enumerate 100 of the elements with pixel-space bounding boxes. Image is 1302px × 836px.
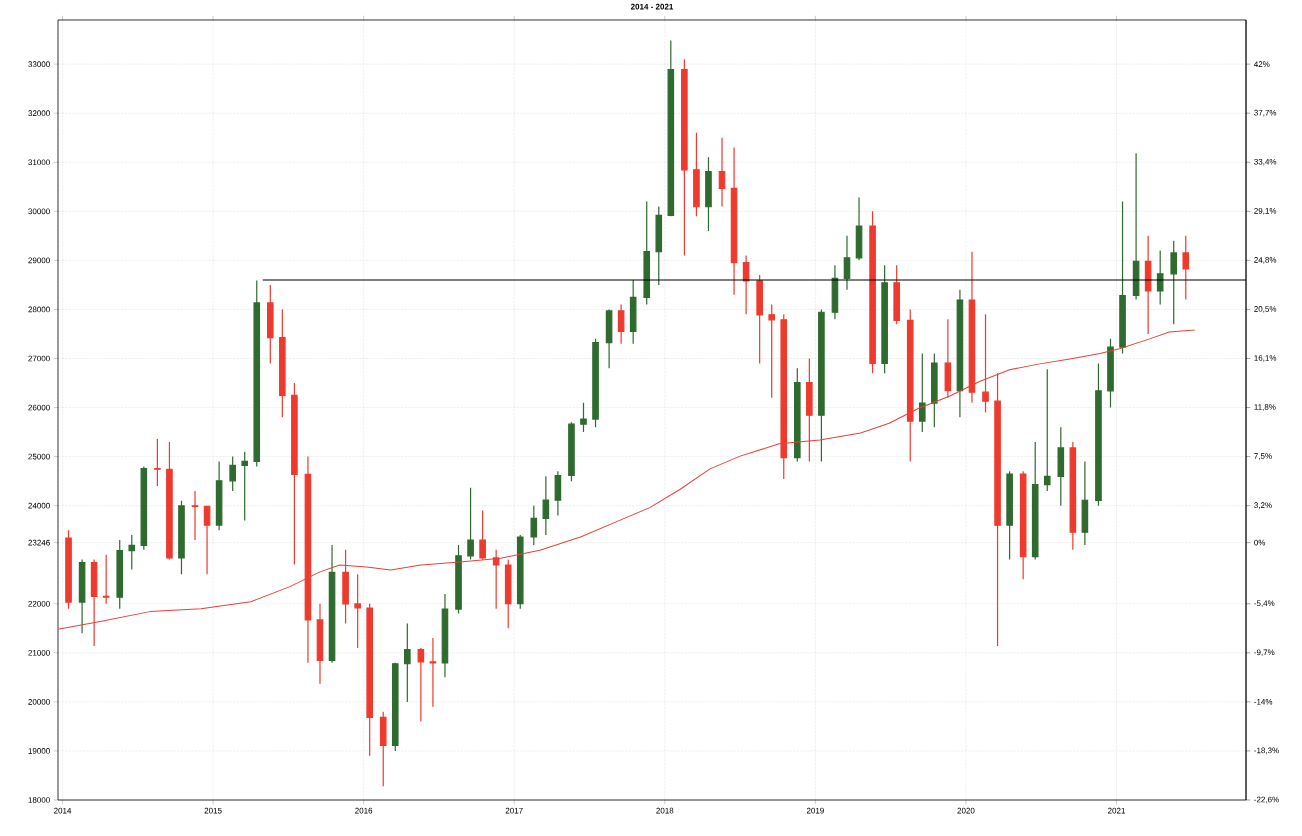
candlestick xyxy=(1182,235,1190,301)
candlestick xyxy=(629,279,637,345)
y2-tick-label: 20,5% xyxy=(1254,306,1277,313)
candlestick xyxy=(1132,152,1140,301)
y2-tick-label: 29,1% xyxy=(1254,208,1277,215)
candlestick xyxy=(178,500,185,575)
candlestick xyxy=(379,711,387,787)
candlestick xyxy=(617,303,625,345)
candlestick xyxy=(116,539,124,610)
candlestick xyxy=(492,549,500,610)
y-tick-label: 21000 xyxy=(28,650,50,656)
candlestick xyxy=(568,421,575,482)
candlestick xyxy=(253,279,261,468)
candlestick xyxy=(1107,338,1114,409)
candlestick xyxy=(291,382,298,566)
x-tick-label: 2014 xyxy=(54,807,72,814)
x-tick-label: 2020 xyxy=(957,807,975,814)
y2-tick-label: 7,5% xyxy=(1254,453,1272,460)
candlestick xyxy=(605,308,613,369)
candlestick xyxy=(78,559,86,634)
candlestick xyxy=(1057,426,1065,507)
candlestick xyxy=(404,622,411,703)
candlestick xyxy=(1043,368,1051,492)
candlestick xyxy=(154,438,161,487)
candlestick xyxy=(166,441,173,561)
candlestick xyxy=(542,475,550,536)
candlestick xyxy=(128,534,136,571)
y2-tick-label: 37,7% xyxy=(1254,109,1277,117)
candlestick xyxy=(1069,441,1077,551)
candlestick xyxy=(342,549,349,624)
candlestick xyxy=(956,289,964,418)
y-tick-label: 19000 xyxy=(28,748,50,754)
y-tick-label: 27000 xyxy=(28,355,50,362)
candlestick xyxy=(366,603,373,757)
x-tick-label: 2016 xyxy=(355,807,373,814)
x-tick-label: 2017 xyxy=(505,807,523,814)
candlestick xyxy=(504,559,512,629)
candlestick xyxy=(215,460,223,531)
x-tick-label: 2019 xyxy=(806,807,824,814)
candlestick xyxy=(667,39,675,217)
y-tick-label: 22000 xyxy=(28,600,50,607)
candlestick xyxy=(592,338,599,428)
y-tick-label: 18000 xyxy=(28,797,50,803)
candlestick xyxy=(203,505,211,575)
candlestick xyxy=(1156,249,1164,306)
candlestick xyxy=(893,264,900,325)
candlestick xyxy=(643,200,651,306)
y2-tick-label: 0% xyxy=(1254,539,1266,546)
candlestick xyxy=(742,254,750,315)
y-tick-label: 26000 xyxy=(28,404,50,411)
x-tick-label: 2018 xyxy=(656,807,674,814)
candlestick xyxy=(441,593,449,678)
candlestick xyxy=(455,544,462,615)
y2-tick-label: 42% xyxy=(1254,61,1270,67)
candlestick xyxy=(530,505,538,546)
y-tick-label: 23246 xyxy=(28,539,50,546)
x-tick-label: 2015 xyxy=(204,807,222,814)
candlestick xyxy=(730,146,738,296)
candlestick xyxy=(1019,470,1027,580)
candlestick xyxy=(756,274,763,364)
candlestick xyxy=(391,662,399,752)
y2-tick-label: -14% xyxy=(1254,699,1273,705)
candlestick xyxy=(1095,362,1102,507)
candlestick xyxy=(1170,240,1178,325)
candlestick xyxy=(843,235,851,291)
candlestick xyxy=(354,573,361,649)
candlestick xyxy=(831,264,839,320)
candlestick xyxy=(580,402,587,433)
y2-tick-label: -9,7% xyxy=(1254,649,1275,657)
y2-tick-label: -5,4% xyxy=(1254,600,1275,608)
candlestick xyxy=(140,465,148,551)
x-tick-label: 2021 xyxy=(1108,807,1126,814)
candlestick xyxy=(417,647,425,723)
y-tick-label: 29000 xyxy=(28,257,50,264)
candlestick xyxy=(1006,470,1013,561)
y2-tick-label: -22,6% xyxy=(1254,796,1279,804)
candlestick xyxy=(241,451,249,521)
candlestick xyxy=(191,490,199,541)
y2-tick-label: 33,4% xyxy=(1254,158,1277,166)
candlestick xyxy=(806,357,813,463)
candlestick xyxy=(267,284,274,364)
candlestick xyxy=(1119,200,1126,355)
candlestick xyxy=(279,308,286,418)
y-tick-label: 32000 xyxy=(28,110,50,117)
candlestick xyxy=(655,205,663,286)
y-tick-label: 20000 xyxy=(28,699,50,705)
candlestick xyxy=(681,58,688,257)
candlestick xyxy=(855,196,863,261)
candlestick xyxy=(102,554,110,605)
candlestick xyxy=(516,534,524,610)
candlestick xyxy=(793,367,801,463)
y2-tick-label: -18,3% xyxy=(1254,747,1279,755)
candlestick xyxy=(931,352,938,428)
y-tick-label: 28000 xyxy=(28,306,50,313)
candlestick xyxy=(705,156,712,232)
candlestick xyxy=(429,637,437,708)
candlestick xyxy=(881,264,888,374)
candlestick xyxy=(229,456,236,492)
candlestick xyxy=(693,132,700,217)
y-tick-label: 33000 xyxy=(28,61,50,67)
